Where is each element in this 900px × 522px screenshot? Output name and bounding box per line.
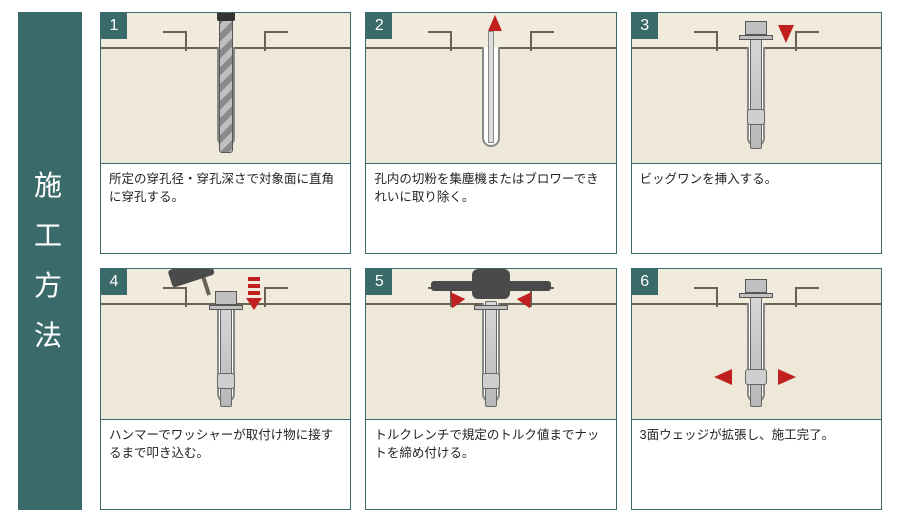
drill-icon	[219, 13, 233, 153]
step-6: 6 3面ウェッジが拡張し、施工完了。	[631, 268, 882, 510]
sidebar-char: 工	[34, 222, 66, 250]
arrow-down-dashed-icon	[248, 277, 260, 310]
step-2: 2 孔内の切粉を集塵機またはブロワーできれいに取り除く。	[365, 12, 616, 254]
step-5: 5 トルクレンチで規定のトルク値までナットを締め付ける。	[365, 268, 616, 510]
sidebar-char: 施	[34, 172, 66, 200]
anchor-bolt-icon	[750, 29, 762, 149]
step-5-illustration	[366, 269, 615, 419]
torque-wrench-icon	[431, 269, 551, 289]
step-caption: トルクレンチで規定のトルク値までナットを締め付ける。	[366, 419, 615, 509]
sidebar-char: 方	[34, 272, 66, 300]
anchor-bolt-icon	[750, 287, 762, 407]
step-caption: ビッグワンを挿入する。	[632, 163, 881, 253]
step-3: 3 ビッグワンを挿入する。	[631, 12, 882, 254]
arrow-right-icon	[778, 369, 796, 385]
sidebar-char: 法	[34, 322, 66, 350]
anchor-bolt-icon	[220, 299, 232, 407]
arrow-up-icon	[488, 15, 502, 31]
installation-method-figure: 施 工 方 法 1 所定の穿孔径・穿孔深さで対象面に直角に穿孔する。 2	[0, 0, 900, 522]
step-caption: ハンマーでワッシャーが取付け物に接するまで叩き込む。	[101, 419, 350, 509]
step-caption: 3面ウェッジが拡張し、施工完了。	[632, 419, 881, 509]
step-caption: 孔内の切粉を集塵機またはブロワーできれいに取り除く。	[366, 163, 615, 253]
step-4-illustration	[101, 269, 350, 419]
step-6-illustration	[632, 269, 881, 419]
step-number: 4	[101, 269, 127, 295]
step-2-illustration	[366, 13, 615, 163]
step-number: 3	[632, 13, 658, 39]
step-number: 5	[366, 269, 392, 295]
step-number: 1	[101, 13, 127, 39]
step-4: 4 ハンマーでワッシャーが取付け物に接するまで叩き込む。	[100, 268, 351, 510]
step-3-illustration	[632, 13, 881, 163]
step-number: 2	[366, 13, 392, 39]
step-1-illustration	[101, 13, 350, 163]
step-caption: 所定の穿孔径・穿孔深さで対象面に直角に穿孔する。	[101, 163, 350, 253]
step-1: 1 所定の穿孔径・穿孔深さで対象面に直角に穿孔する。	[100, 12, 351, 254]
blower-tube-icon	[488, 31, 494, 143]
sidebar-title: 施 工 方 法	[18, 12, 82, 510]
arrow-left-icon	[714, 369, 732, 385]
arrow-down-icon	[778, 25, 794, 43]
steps-grid: 1 所定の穿孔径・穿孔深さで対象面に直角に穿孔する。 2 孔内の切粉を集塵機また…	[100, 12, 882, 510]
anchor-bolt-icon	[485, 301, 497, 407]
step-number: 6	[632, 269, 658, 295]
